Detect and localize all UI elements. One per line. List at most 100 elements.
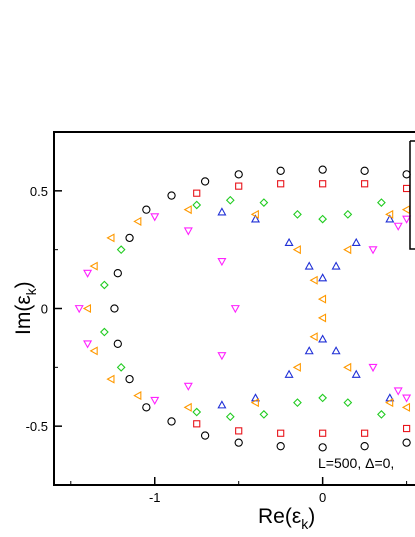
triangle-up-marker bbox=[351, 369, 361, 378]
y-tick-label: -0.5 bbox=[26, 419, 48, 434]
triangle-left-marker bbox=[309, 332, 318, 342]
triangle-left-marker bbox=[401, 402, 411, 412]
triangle-left-marker bbox=[292, 362, 301, 372]
triangle-left-marker bbox=[106, 233, 115, 243]
diamond-marker bbox=[259, 410, 269, 419]
diamond-marker bbox=[192, 200, 202, 210]
triangle-left-marker bbox=[309, 275, 318, 285]
diamond-marker bbox=[318, 393, 328, 403]
triangle-down-marker bbox=[217, 352, 227, 361]
triangle-up-marker bbox=[284, 237, 294, 247]
triangle-up-marker bbox=[331, 261, 341, 270]
plot-frame bbox=[53, 131, 415, 486]
axis-ticks: -1 0 0.5 0 -0.5 bbox=[26, 184, 408, 505]
y-axis-label: Im(εk) bbox=[12, 281, 39, 335]
circle-marker bbox=[113, 269, 122, 278]
triangle-down-marker bbox=[393, 387, 403, 396]
triangle-left-marker bbox=[183, 205, 192, 215]
triangle-down-marker bbox=[393, 222, 403, 231]
diamond-marker bbox=[318, 214, 328, 224]
circle-marker bbox=[402, 438, 411, 447]
circle-marker bbox=[167, 417, 176, 426]
triangle-up-marker bbox=[351, 237, 361, 247]
triangle-down-marker bbox=[402, 394, 412, 403]
diamond-marker bbox=[293, 209, 302, 219]
diamond-marker bbox=[377, 198, 386, 207]
circle-marker bbox=[276, 442, 285, 451]
circle-marker bbox=[142, 205, 151, 214]
triangle-down-marker bbox=[83, 269, 93, 278]
circle-marker bbox=[318, 443, 327, 452]
circle-marker bbox=[113, 339, 122, 348]
triangle-down-marker bbox=[83, 340, 93, 349]
square-marker bbox=[193, 420, 201, 428]
square-marker bbox=[319, 180, 327, 188]
triangle-left-marker bbox=[317, 313, 327, 323]
diamond-marker bbox=[343, 398, 353, 408]
diamond-marker bbox=[116, 362, 126, 372]
square-marker bbox=[277, 429, 285, 437]
circle-marker bbox=[125, 374, 134, 384]
triangle-down-marker bbox=[230, 305, 240, 314]
square-marker bbox=[402, 184, 411, 193]
circle-marker bbox=[142, 403, 151, 412]
diamond-marker bbox=[377, 410, 386, 419]
diamond-marker bbox=[343, 209, 353, 219]
triangle-up-marker bbox=[250, 214, 261, 223]
triangle-up-marker bbox=[304, 346, 314, 355]
triangle-left-marker bbox=[343, 362, 352, 372]
triangle-left-marker bbox=[343, 245, 352, 255]
triangle-left-marker bbox=[401, 205, 411, 215]
triangle-down-marker bbox=[217, 258, 227, 267]
triangle-left-marker bbox=[183, 402, 192, 412]
circle-marker bbox=[318, 165, 327, 174]
circle-marker bbox=[125, 233, 134, 243]
axes-frame bbox=[53, 131, 415, 486]
circle-marker bbox=[276, 166, 285, 175]
circle-marker bbox=[360, 442, 369, 451]
triangle-left-marker bbox=[385, 398, 394, 408]
square-marker bbox=[402, 424, 411, 433]
diamond-marker bbox=[116, 245, 126, 255]
square-marker bbox=[361, 180, 369, 188]
triangle-down-marker bbox=[368, 363, 378, 373]
triangle-up-marker bbox=[304, 261, 314, 270]
diamond-marker bbox=[259, 198, 269, 207]
circle-marker bbox=[167, 191, 176, 200]
triangle-up-marker bbox=[318, 273, 328, 282]
diamond-marker bbox=[225, 412, 235, 422]
triangle-up-marker bbox=[284, 369, 294, 378]
triangle-up-marker bbox=[318, 334, 328, 343]
square-marker bbox=[235, 182, 243, 190]
triangle-left-marker bbox=[292, 245, 301, 255]
triangle-left-marker bbox=[385, 209, 394, 219]
triangle-down-marker bbox=[74, 305, 84, 314]
circle-marker bbox=[110, 304, 119, 313]
square-marker bbox=[235, 427, 243, 435]
triangle-left-marker bbox=[89, 261, 98, 271]
circle-marker bbox=[360, 166, 369, 175]
circle-marker bbox=[234, 438, 243, 447]
triangle-down-marker bbox=[368, 246, 378, 255]
data-markers bbox=[74, 165, 412, 452]
square-marker bbox=[277, 180, 285, 188]
diamond-marker bbox=[225, 195, 235, 205]
triangle-left-marker bbox=[250, 209, 259, 219]
x-tick-label: 0 bbox=[319, 490, 326, 505]
legend-box bbox=[409, 140, 415, 250]
square-marker bbox=[361, 429, 369, 437]
triangle-up-marker bbox=[217, 207, 227, 216]
triangle-down-marker bbox=[183, 227, 193, 236]
triangle-down-marker bbox=[402, 215, 412, 224]
circle-marker bbox=[200, 177, 210, 186]
y-tick-label: 0.5 bbox=[30, 184, 48, 199]
triangle-left-marker bbox=[89, 346, 98, 356]
circle-marker bbox=[234, 170, 243, 179]
square-marker bbox=[193, 189, 201, 197]
triangle-down-marker bbox=[150, 213, 160, 222]
triangle-up-marker bbox=[331, 346, 341, 355]
diamond-marker bbox=[99, 280, 109, 290]
x-axis-label: Re(εk) bbox=[258, 505, 315, 532]
triangle-down-marker bbox=[150, 396, 160, 406]
